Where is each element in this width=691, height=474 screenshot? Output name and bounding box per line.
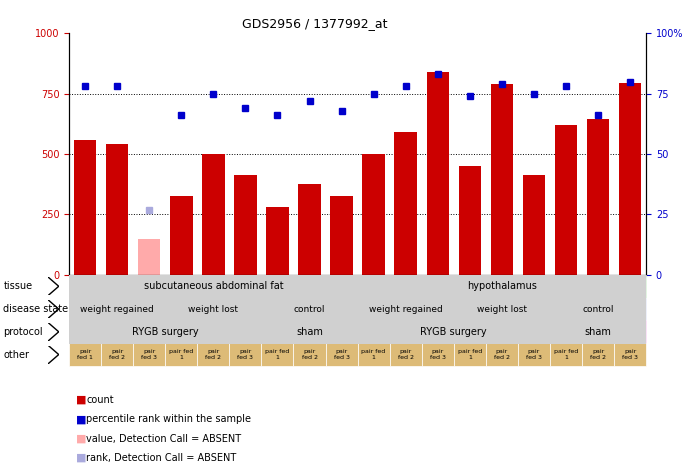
Bar [619, 83, 641, 275]
Text: tissue: tissue [3, 281, 32, 292]
Text: sham: sham [585, 327, 612, 337]
Text: sham: sham [296, 327, 323, 337]
Text: percentile rank within the sample: percentile rank within the sample [86, 414, 252, 424]
Text: weight lost: weight lost [477, 305, 527, 313]
Text: subcutaneous abdominal fat: subcutaneous abdominal fat [144, 281, 283, 292]
Bar [555, 125, 577, 275]
Bar [426, 72, 449, 275]
Text: protocol: protocol [3, 327, 43, 337]
Bar [202, 154, 225, 275]
Text: ■: ■ [76, 395, 86, 405]
Text: rank, Detection Call = ABSENT: rank, Detection Call = ABSENT [86, 453, 236, 463]
Bar [299, 184, 321, 275]
Bar [74, 139, 96, 275]
Text: pair
fed 1: pair fed 1 [77, 349, 93, 360]
Text: pair
fed 2: pair fed 2 [590, 349, 606, 360]
Text: control: control [583, 305, 614, 313]
Text: pair
fed 3: pair fed 3 [526, 349, 542, 360]
Text: ■: ■ [76, 414, 86, 424]
Text: weight regained: weight regained [369, 305, 442, 313]
Text: pair
fed 2: pair fed 2 [205, 349, 221, 360]
Text: GDS2956 / 1377992_at: GDS2956 / 1377992_at [242, 17, 388, 29]
Text: disease state: disease state [3, 304, 68, 314]
Text: pair
fed 2: pair fed 2 [494, 349, 510, 360]
Bar [459, 166, 481, 275]
Text: pair
fed 3: pair fed 3 [334, 349, 350, 360]
Text: pair fed
1: pair fed 1 [553, 349, 578, 360]
Text: pair
fed 3: pair fed 3 [238, 349, 254, 360]
Text: weight regained: weight regained [80, 305, 154, 313]
Text: pair fed
1: pair fed 1 [265, 349, 290, 360]
Bar [106, 145, 129, 275]
Text: value, Detection Call = ABSENT: value, Detection Call = ABSENT [86, 434, 241, 444]
Bar [587, 119, 609, 275]
Bar [491, 84, 513, 275]
Bar [266, 207, 289, 275]
Text: pair
fed 3: pair fed 3 [622, 349, 638, 360]
Bar [170, 196, 193, 275]
Text: pair fed
1: pair fed 1 [457, 349, 482, 360]
Text: other: other [3, 349, 30, 360]
Text: pair
fed 2: pair fed 2 [398, 349, 414, 360]
Text: pair
fed 3: pair fed 3 [141, 349, 158, 360]
Text: hypothalamus: hypothalamus [467, 281, 537, 292]
Text: ■: ■ [76, 453, 86, 463]
Bar [522, 174, 545, 275]
Bar [395, 132, 417, 275]
Text: ■: ■ [76, 434, 86, 444]
Bar [234, 174, 256, 275]
Text: pair fed
1: pair fed 1 [169, 349, 193, 360]
Text: control: control [294, 305, 325, 313]
Text: RYGB surgery: RYGB surgery [132, 327, 198, 337]
Bar [362, 154, 385, 275]
Text: count: count [86, 395, 114, 405]
Text: pair
fed 3: pair fed 3 [430, 349, 446, 360]
Bar [138, 239, 160, 275]
Bar [330, 196, 353, 275]
Text: pair fed
1: pair fed 1 [361, 349, 386, 360]
Text: pair
fed 2: pair fed 2 [301, 349, 317, 360]
Text: RYGB surgery: RYGB surgery [420, 327, 487, 337]
Text: pair
fed 2: pair fed 2 [109, 349, 125, 360]
Text: weight lost: weight lost [189, 305, 238, 313]
